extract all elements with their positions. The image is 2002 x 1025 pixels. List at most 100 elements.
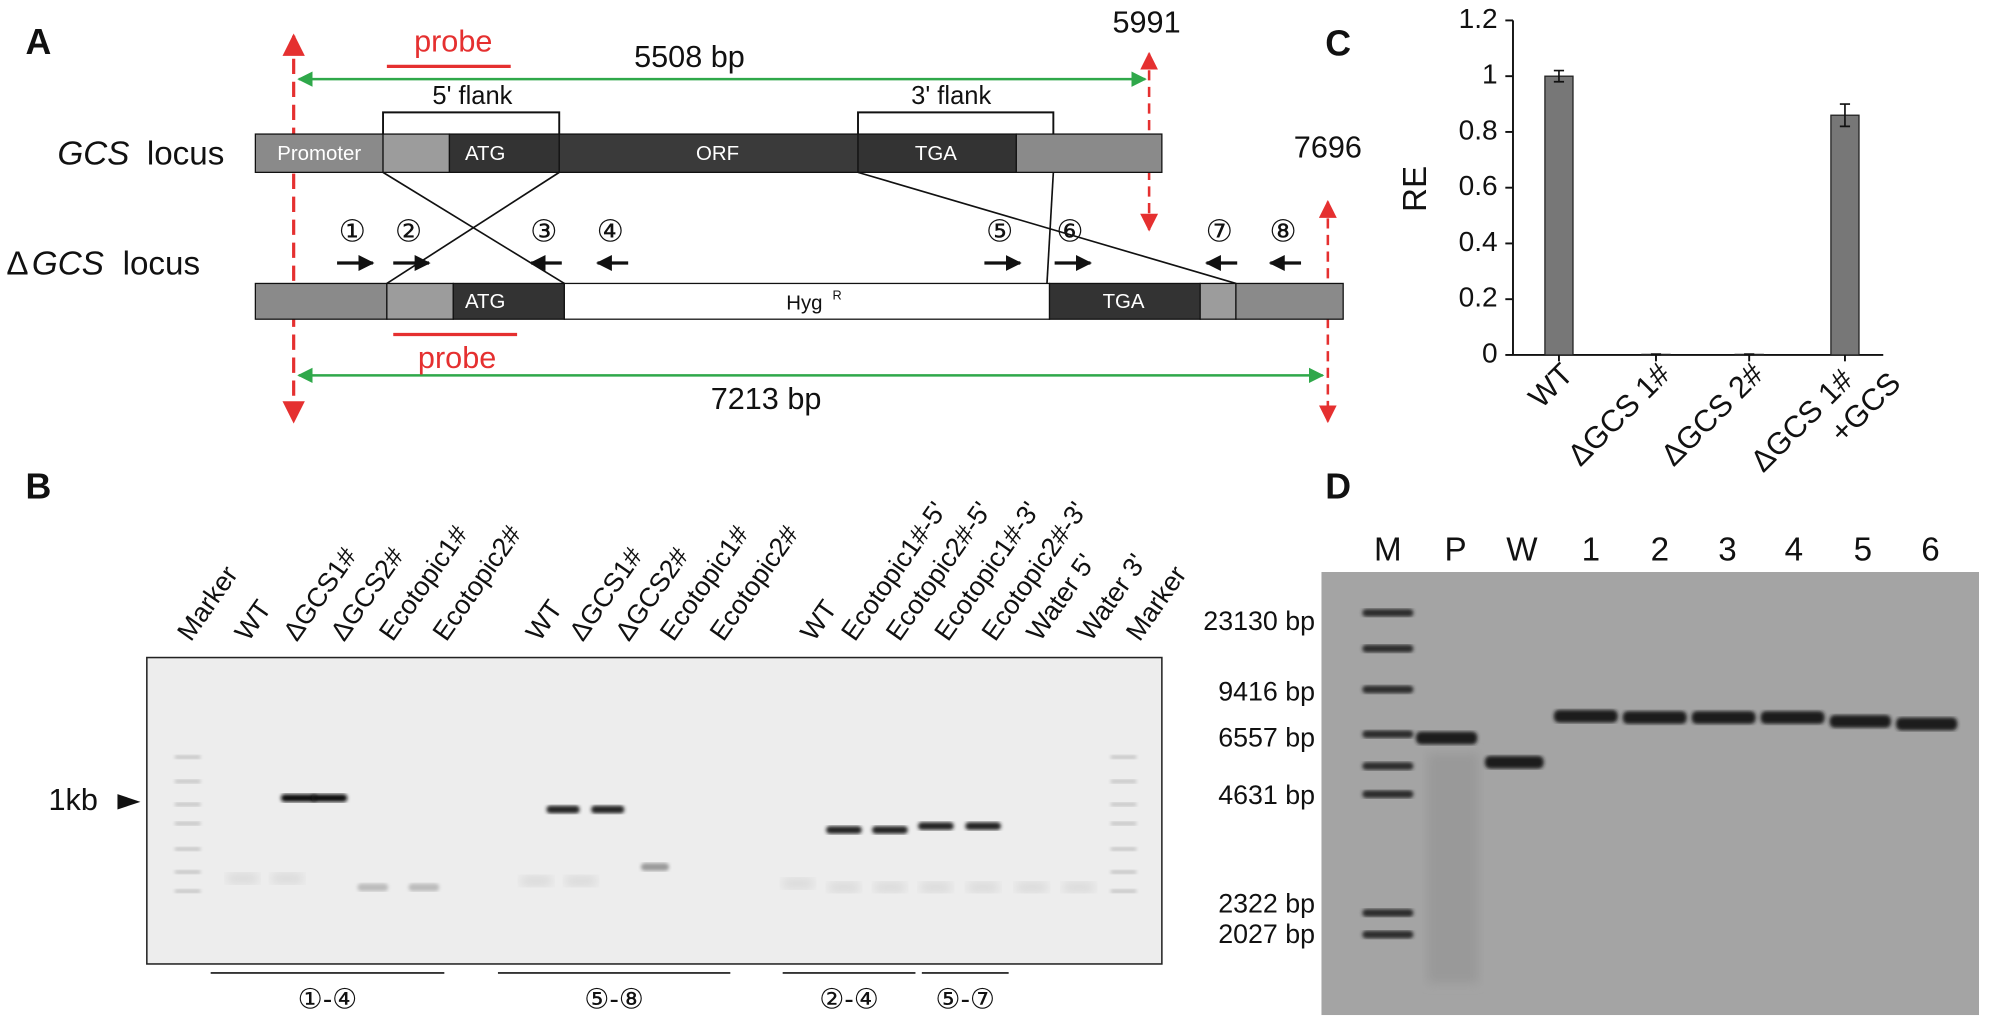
primer-number: ⑥ [1056,215,1083,249]
flank-box [857,111,1055,135]
ladder-band [174,802,201,807]
ladder-band [174,755,201,760]
gene-segment [452,282,565,320]
gel-band [408,883,440,892]
lane-label: 6 [1921,531,1939,568]
locus-delta: Δ [6,245,28,282]
gel-band [918,822,954,830]
gel-band [280,794,317,802]
bar [1830,114,1860,356]
primer-number: ⑤ [986,215,1013,249]
segment-label: ORF [696,143,739,165]
x-tick-label: ΔGCS 1# +GCS [1744,341,1907,504]
y-tick-label: 0.4 [1459,226,1498,257]
gel-smear [828,882,860,893]
lane-label: 2 [1651,531,1669,568]
y-tick-label: 1.2 [1459,3,1498,34]
gel-smear [1063,882,1095,893]
gel-smear [227,873,258,884]
primer-number: ⑧ [1269,215,1296,249]
segment-label: ATG [465,143,505,165]
ladder-band [1110,870,1137,874]
ladder-band [1362,730,1414,738]
gene-segment [382,133,451,174]
gel-band [640,863,670,871]
gel-band [1484,755,1544,769]
group-label: ⑤-⑦ [935,983,995,1014]
group-label: ⑤-⑧ [584,983,644,1014]
flank-label: 5' flank [432,82,512,110]
gel-smear [920,882,952,893]
panel-letter: B [26,466,52,506]
ladder-band [1362,909,1414,917]
ladder-band [1362,790,1414,798]
gene-segment [1015,133,1163,174]
size-label: 9416 bp [1218,676,1315,706]
gel-smear [1427,753,1479,984]
size-label: 4631 bp [1218,780,1315,810]
y-tick-label: 0.8 [1459,114,1498,145]
error-bar [1553,69,1565,83]
lane-label: WT [794,595,842,646]
y-tick-label: 0.2 [1459,282,1498,313]
lane-label: P [1444,531,1466,568]
bar [1544,75,1574,356]
flank-box [382,111,561,135]
gel-smear [565,875,597,887]
size-label: 23130 bp [1203,606,1315,636]
gene-segment [857,133,1017,174]
gene-segment [386,282,454,320]
ladder-band [174,889,201,894]
segment-label: TGA [915,143,957,165]
gel [146,656,1163,965]
ladder-band [1110,821,1137,826]
group-label: ②-④ [819,983,879,1014]
segment-label: Hyg [786,292,822,314]
ladder-band [1362,609,1414,617]
locus-gene: GCS [57,136,129,173]
gel-smear [874,882,906,893]
length-label: 5508 bp [634,40,745,74]
gene-segment [254,282,388,320]
panel-letter: D [1325,466,1351,506]
segment-label: R [832,288,841,303]
primer-number: ④ [597,215,624,249]
panel-letter: C [1325,23,1351,63]
position-label: 7696 [1294,130,1362,164]
segment-label: TGA [1103,291,1145,313]
gene-segment [558,133,859,174]
segment-label: Promoter [277,143,361,165]
locus-label: locus [123,245,200,282]
y-tick-label: 0.6 [1459,170,1498,201]
lane-label: 3 [1718,531,1736,568]
ladder-band [1362,930,1414,939]
y-tick-label: 0 [1482,337,1498,368]
probe-label: probe [418,341,496,375]
primer-number: ⑦ [1206,215,1233,249]
locus-gene: GCS [32,245,104,282]
gene-segment [254,133,384,174]
gel-band [546,805,580,814]
gel-band [872,826,908,834]
ladder-band [174,779,201,784]
gel-band [1896,717,1958,731]
ladder-band [1110,889,1137,894]
y-axis-title: RE [1397,166,1434,212]
ladder-band [174,847,201,851]
lane-label: 4 [1785,531,1803,568]
size-label: 2027 bp [1218,919,1315,949]
error-bar [1744,353,1755,356]
crossover-line [1046,172,1055,284]
primer-number: ③ [530,215,557,249]
gel-smear [1016,882,1047,893]
primer-number: ① [339,215,366,249]
size-label: 2322 bp [1218,888,1315,918]
gel [1321,571,1980,1016]
gel-smear [271,873,303,884]
length-label: 7213 bp [711,382,822,416]
primer-number: ② [395,215,422,249]
gene-segment [1199,282,1237,320]
gene-segment [563,282,1051,320]
